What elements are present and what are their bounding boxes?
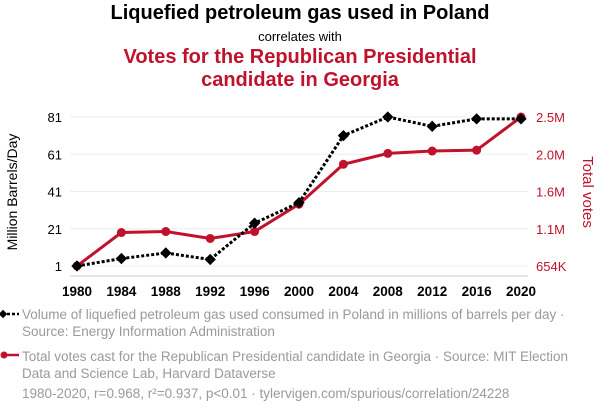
chart-title-2: Votes for the Republican Presidential can… [0, 46, 600, 92]
lpg-point [115, 252, 128, 265]
x-tick-label: 2012 [417, 284, 447, 299]
chart-title: Liquefied petroleum gas used in Poland [110, 2, 490, 24]
lpg-point [160, 247, 172, 259]
lpg-point [426, 120, 438, 132]
lpg-point [470, 113, 483, 125]
lpg-point [337, 129, 350, 142]
y-tick-label: 21 [48, 222, 62, 237]
x-tick-label: 1988 [151, 284, 182, 299]
y2-tick-label: 2.5M [536, 110, 565, 125]
y2-tick-label: 2.0M [536, 147, 565, 162]
x-tick-label: 2016 [462, 284, 493, 299]
x-tick-label: 2004 [328, 284, 359, 299]
votes-point [338, 159, 348, 169]
y-tick-label: 81 [48, 110, 62, 125]
y-tick-label: 41 [48, 185, 62, 200]
y2-tick-label: 1.1M [536, 222, 565, 237]
votes-point [161, 227, 171, 237]
legend-label-lpg: Volume of liquefied petroleum gas used c… [22, 307, 565, 339]
y2-tick-label: 654K [536, 259, 567, 274]
y2-tick-label: 1.6M [536, 185, 565, 200]
legend-marker-lpg [0, 309, 19, 319]
y-axis-label: Million Barrels/Day [4, 134, 20, 251]
x-tick-label: 1996 [240, 284, 271, 299]
x-tick-label: 2008 [373, 284, 404, 299]
legend-label-votes: Total votes cast for the Republican Pres… [22, 349, 569, 381]
lpg-point [293, 197, 305, 209]
lpg-point [248, 217, 261, 229]
title2-line2: candidate in Georgia [201, 69, 399, 91]
legend-item-votes: Total votes cast for the Republican Pres… [22, 348, 582, 382]
legend-marker-votes [0, 351, 19, 359]
y-tick-label: 1 [55, 259, 62, 274]
legend-item-lpg: Volume of liquefied petroleum gas used c… [22, 306, 582, 340]
y2-axis-label: Total votes [579, 156, 596, 228]
votes-point [383, 148, 393, 158]
y-tick-label: 61 [48, 147, 62, 162]
votes-point [472, 145, 482, 155]
x-tick-label: 1992 [195, 284, 225, 299]
votes-point [427, 146, 437, 156]
x-tick-label: 2020 [506, 284, 536, 299]
plot-area: 1 654K 21 1.1M 41 1.6M 61 2.0M 81 2.5M 1980 1984 198… [4, 110, 596, 299]
title2-line1: Votes for the Republican Presidential [123, 46, 477, 68]
lpg-point [382, 111, 394, 123]
x-tick-label: 1984 [106, 284, 137, 299]
chart-subtitle: correlates with [258, 29, 342, 44]
votes-point [116, 228, 126, 238]
x-tick-label: 2000 [284, 284, 314, 299]
x-tick-label: 1980 [62, 284, 92, 299]
votes-point [205, 233, 215, 243]
footer: 1980-2020, r=0.968, r²=0.937, p<0.01 · t… [22, 386, 510, 401]
votes-point [250, 227, 260, 237]
